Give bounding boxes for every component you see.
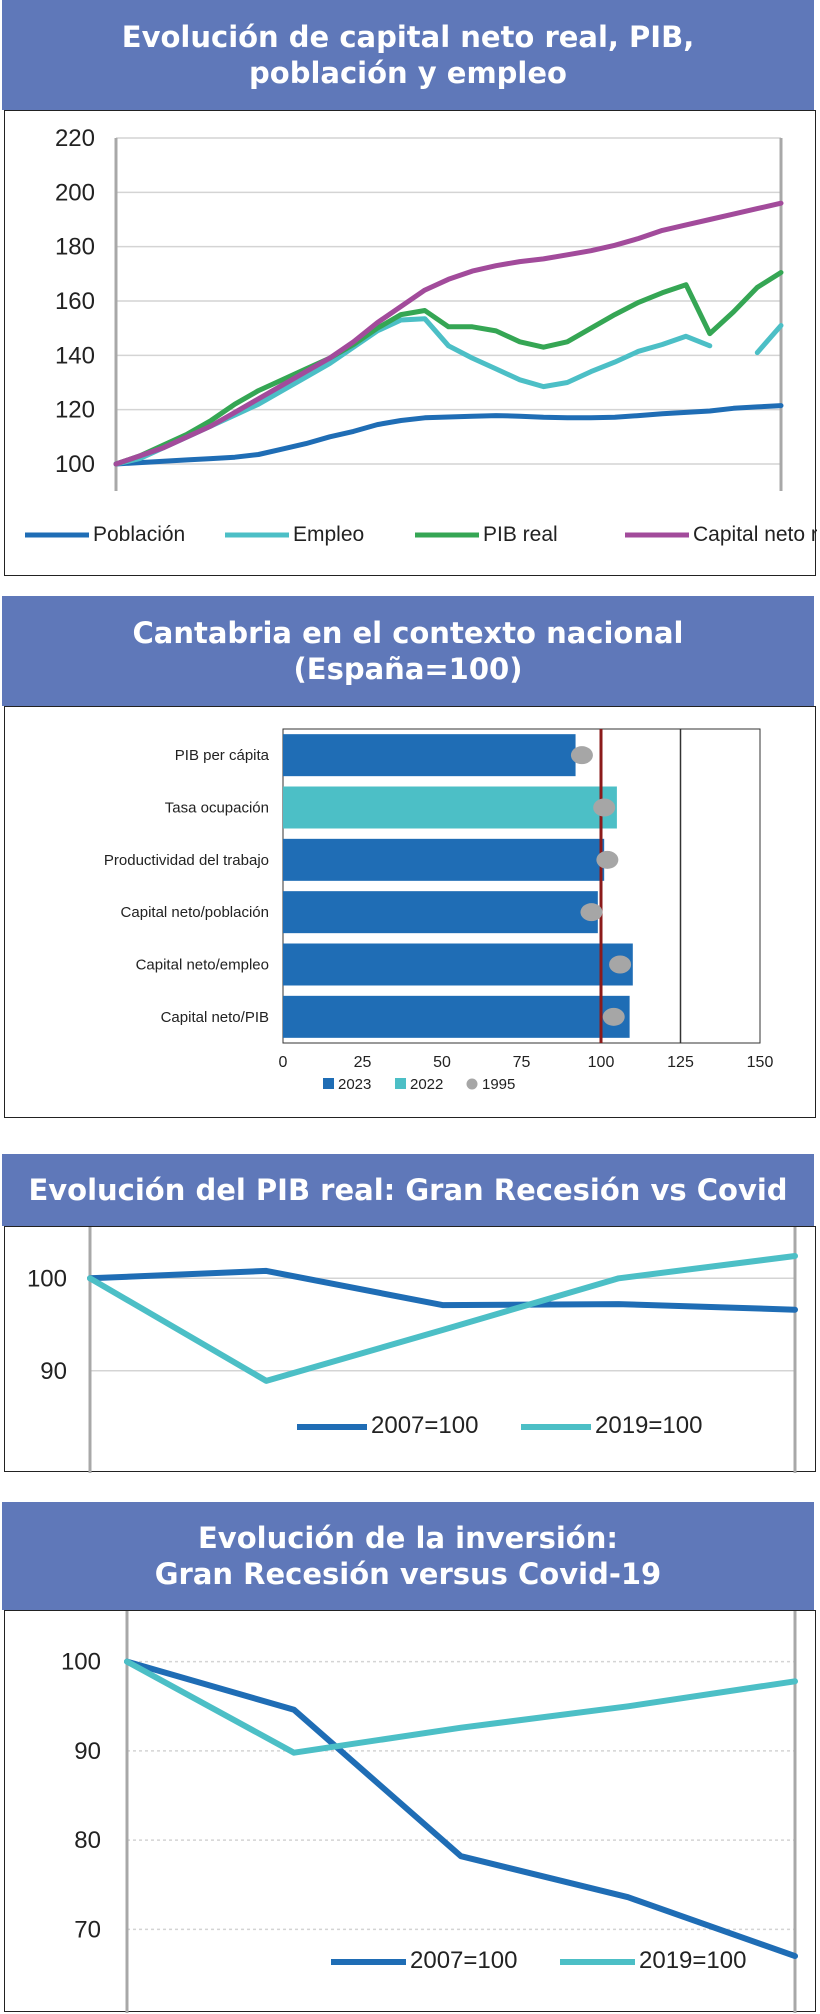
legend-label: Empleo: [293, 523, 364, 546]
y-tick-label: 220: [55, 125, 95, 152]
category-label: Capital neto/PIB: [161, 1009, 269, 1026]
y-tick-label: 100: [27, 1265, 67, 1292]
x-tick-label: 0: [279, 1054, 288, 1071]
chart1-title-line1: Evolución de capital neto real, PIB,: [121, 20, 695, 54]
bar: [283, 838, 605, 881]
chart4-title-line1: Evolución de la inversión:: [198, 1521, 618, 1555]
legend-label: Capital neto real: [693, 523, 817, 546]
dot-1995: [602, 1007, 625, 1026]
chart3-title-line1: Evolución del PIB real: Gran Recesión vs…: [28, 1173, 788, 1207]
bar: [283, 786, 617, 829]
legend-label: 2007=100: [410, 1947, 517, 1974]
chart2-title: Cantabria en el contexto nacional (Españ…: [2, 596, 814, 706]
category-label: PIB per cápita: [175, 747, 270, 764]
chart1-title-line2: población y empleo: [249, 56, 567, 90]
chart3-title: Evolución del PIB real: Gran Recesión vs…: [2, 1154, 814, 1226]
y-tick-label: 100: [55, 451, 95, 478]
chart3-panel: 90 100 2007=100 2019=100: [4, 1226, 816, 1473]
dot-1995: [593, 798, 616, 817]
chart1-title: Evolución de capital neto real, PIB, pob…: [2, 0, 814, 110]
series-line-2007-100: [124, 1658, 798, 1960]
legend-label: 2023: [338, 1076, 371, 1093]
series-line-pib-real: [113, 270, 784, 467]
chart2-panel: PIB per cápita Tasa ocupación Productivida…: [4, 706, 816, 1118]
y-tick-label: 90: [40, 1358, 67, 1385]
chart4-title-line2: Gran Recesión versus Covid-19: [154, 1557, 662, 1591]
x-tick-label: 150: [747, 1054, 774, 1071]
y-tick-label: 160: [55, 288, 95, 315]
chart2-title-line1: Cantabria en el contexto nacional: [132, 616, 684, 650]
series-line-2019-100: [124, 1658, 798, 1756]
chart1-plot: 100 120 140 160 180 200 220 Población Empleo PIB …: [25, 125, 817, 546]
chart2-title-line2: (España=100): [293, 652, 523, 686]
legend-label: 2019=100: [639, 1947, 746, 1974]
bar: [283, 734, 576, 777]
dot-1995: [570, 746, 593, 765]
x-tick-label: 50: [433, 1054, 451, 1071]
legend-marker: [466, 1078, 478, 1090]
y-tick-label: 200: [55, 179, 95, 206]
series-line-2007-100: [87, 1267, 798, 1313]
chart2-plot: PIB per cápita Tasa ocupación Productivida…: [104, 728, 774, 1093]
dot-1995: [596, 850, 619, 869]
x-tick-label: 75: [513, 1054, 531, 1071]
legend-label: 2022: [410, 1076, 443, 1093]
series-line-poblaci-n: [113, 403, 784, 467]
y-tick-label: 180: [55, 234, 95, 261]
y-tick-label: 80: [74, 1827, 101, 1854]
y-tick-label: 120: [55, 397, 95, 424]
dot-1995: [580, 903, 603, 922]
y-tick-label: 90: [74, 1738, 101, 1765]
chart1-panel: 100 120 140 160 180 200 220 Población Empleo PIB …: [4, 110, 817, 576]
y-tick-label: 70: [74, 1916, 101, 1943]
bar: [283, 891, 598, 934]
legend-label: 1995: [482, 1076, 515, 1093]
category-label: Capital neto/población: [121, 904, 269, 921]
series-line-capital-neto-real: [113, 200, 784, 467]
legend-label: PIB real: [483, 523, 558, 546]
plot-area: [282, 728, 761, 1044]
category-label: Productividad del trabajo: [104, 852, 269, 869]
x-tick-label: 125: [667, 1054, 694, 1071]
chart4-panel: 70 80 90 100 2007=100 2019=100: [4, 1610, 816, 2013]
legend-marker: [395, 1078, 406, 1089]
x-tick-label: 25: [354, 1054, 372, 1071]
chart4-plot: 70 80 90 100 2007=100 2019=100: [61, 1611, 798, 2013]
y-tick-label: 100: [61, 1649, 101, 1676]
legend-marker: [323, 1078, 334, 1089]
bar: [283, 943, 633, 986]
dot-1995: [609, 955, 632, 974]
chart3-plot: 90 100 2007=100 2019=100: [27, 1227, 798, 1473]
x-tick-label: 100: [588, 1054, 615, 1071]
category-label: Tasa ocupación: [165, 800, 269, 817]
legend-label: 2019=100: [595, 1412, 702, 1439]
y-tick-label: 140: [55, 342, 95, 369]
bar: [283, 995, 630, 1038]
category-label: Capital neto/empleo: [136, 957, 269, 974]
chart4-title: Evolución de la inversión: Gran Recesión…: [2, 1502, 814, 1610]
legend-label: 2007=100: [371, 1412, 478, 1439]
legend-label: Población: [93, 523, 185, 546]
series-line-empleo: [113, 316, 784, 467]
series-line-2019-100: [87, 1253, 798, 1384]
